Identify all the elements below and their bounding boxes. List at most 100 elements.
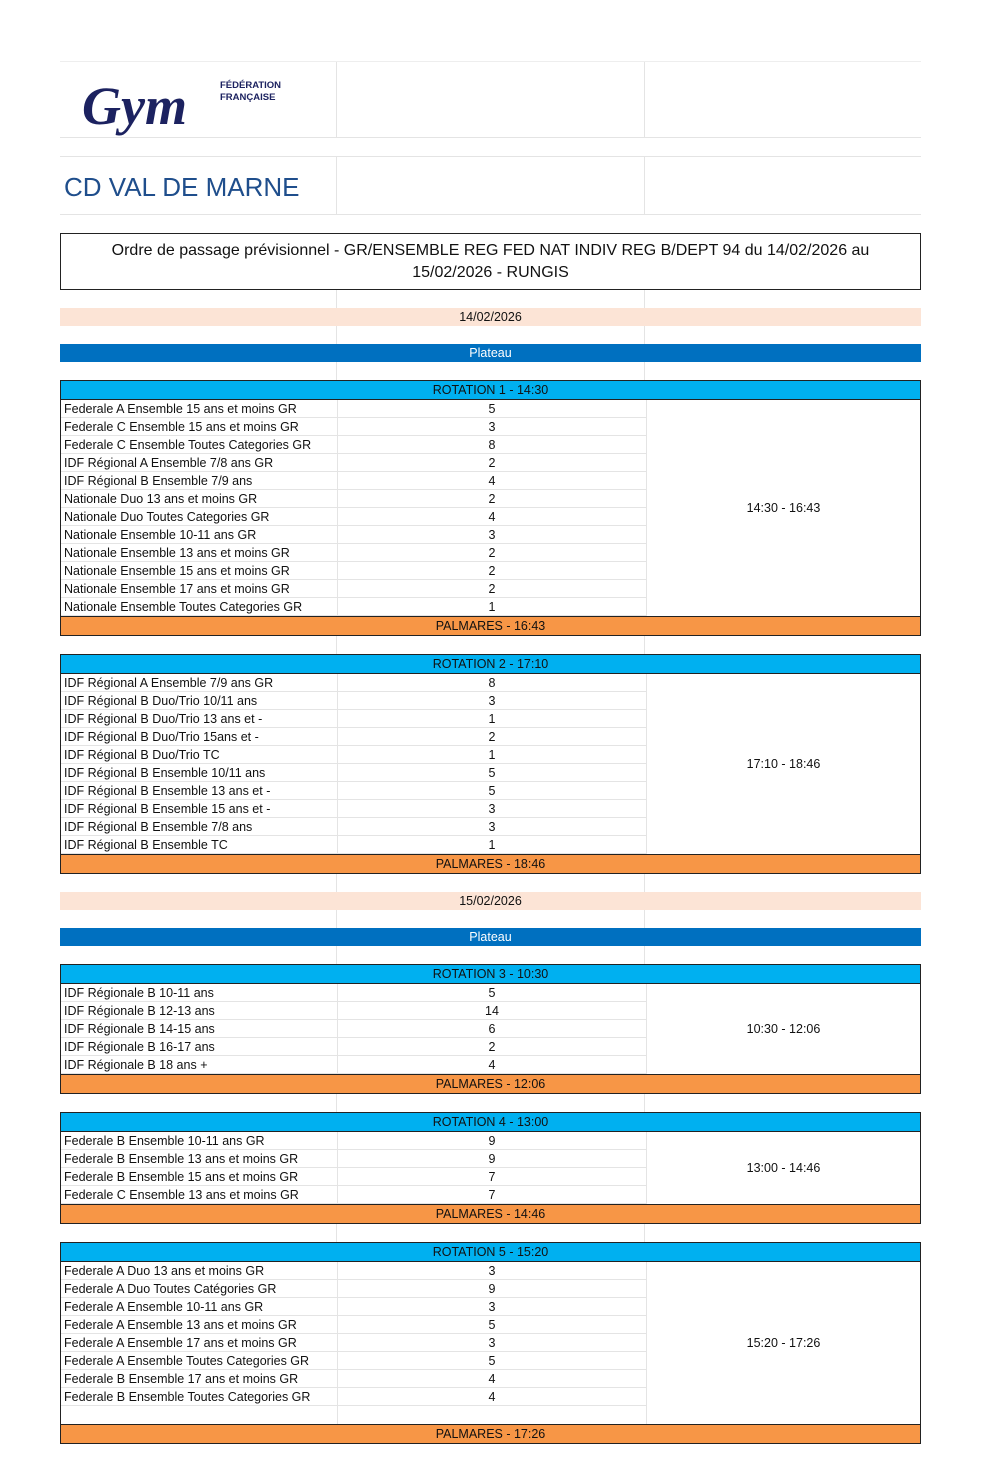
- time-range: 17:10 - 18:46: [646, 674, 920, 854]
- category-name: IDF Régional B Ensemble 15 ans et -: [61, 800, 338, 817]
- schedule-sheet: Gym FÉDÉRATION FRANÇAISE CD VAL DE MARNE…: [60, 61, 921, 1444]
- table-row: Federale B Ensemble 10-11 ans GR 9: [61, 1132, 646, 1150]
- category-name: Federale C Ensemble 15 ans et moins GR: [61, 418, 338, 435]
- participant-count: 5: [488, 1354, 496, 1368]
- table-row: IDF Régional B Duo/Trio 15ans et - 2: [61, 728, 646, 746]
- category-list: Federale B Ensemble 10-11 ans GR 9 Federal…: [61, 1132, 646, 1204]
- category-name: IDF Régionale B 10-11 ans: [61, 984, 338, 1001]
- blank-row: [61, 1406, 646, 1424]
- table-row: Nationale Ensemble 13 ans et moins GR 2: [61, 544, 646, 562]
- category-name: Federale B Ensemble 10-11 ans GR: [61, 1132, 338, 1149]
- participant-count: 3: [488, 1264, 496, 1278]
- table-row: IDF Régional B Duo/Trio TC 1: [61, 746, 646, 764]
- category-name: IDF Régional B Ensemble TC: [61, 836, 338, 853]
- plateau-header: Plateau: [60, 344, 921, 362]
- category-name: Federale C Ensemble 13 ans et moins GR: [61, 1186, 338, 1203]
- participant-count: 3: [488, 694, 496, 708]
- table-row: Nationale Ensemble 15 ans et moins GR 2: [61, 562, 646, 580]
- category-name: Federale A Duo 13 ans et moins GR: [61, 1262, 338, 1279]
- table-row: Federale B Ensemble 15 ans et moins GR 7: [61, 1168, 646, 1186]
- category-name: IDF Régional B Ensemble 13 ans et -: [61, 782, 338, 799]
- participant-count: 2: [488, 456, 496, 470]
- category-name: Nationale Ensemble Toutes Categories GR: [61, 598, 338, 615]
- table-row: IDF Régional B Ensemble 13 ans et - 5: [61, 782, 646, 800]
- category-name: Federale B Ensemble Toutes Categories GR: [61, 1388, 338, 1405]
- rotation-block: ROTATION 4 - 13:00 Federale B Ensemble 10…: [60, 1112, 921, 1204]
- rotation-body: Federale A Duo 13 ans et moins GR 3 Federa…: [61, 1262, 920, 1424]
- table-row: Federale A Ensemble 13 ans et moins GR 5: [61, 1316, 646, 1334]
- table-row: IDF Régional B Duo/Trio 13 ans et - 1: [61, 710, 646, 728]
- table-row: Federale B Ensemble Toutes Categories GR…: [61, 1388, 646, 1406]
- table-row: IDF Régional A Ensemble 7/9 ans GR 8: [61, 674, 646, 692]
- participant-count: 3: [488, 420, 496, 434]
- table-row: IDF Régionale B 16-17 ans 2: [61, 1038, 646, 1056]
- table-row: IDF Régional A Ensemble 7/8 ans GR 2: [61, 454, 646, 472]
- category-list: IDF Régional A Ensemble 7/9 ans GR 8 IDF R…: [61, 674, 646, 854]
- category-name: Federale A Ensemble 10-11 ans GR: [61, 1298, 338, 1315]
- spacer-row: [60, 1224, 921, 1242]
- category-name: Nationale Ensemble 17 ans et moins GR: [61, 580, 338, 597]
- table-row: IDF Régionale B 14-15 ans 6: [61, 1020, 646, 1038]
- date-header: 15/02/2026: [60, 892, 921, 910]
- rotation-block: ROTATION 3 - 10:30 IDF Régionale B 10-11 …: [60, 964, 921, 1074]
- time-range: 10:30 - 12:06: [646, 984, 920, 1074]
- spacer-row: [60, 946, 921, 964]
- palmares-bar: PALMARES - 17:26: [60, 1424, 921, 1444]
- table-row: Federale C Ensemble Toutes Categories GR…: [61, 436, 646, 454]
- plateau-header: Plateau: [60, 928, 921, 946]
- svg-text:Gym: Gym: [82, 76, 187, 136]
- svg-text:FÉDÉRATION: FÉDÉRATION: [220, 80, 281, 91]
- table-row: IDF Régional B Ensemble 7/8 ans 3: [61, 818, 646, 836]
- rotation-header: ROTATION 2 - 17:10: [61, 655, 920, 674]
- category-name: IDF Régional B Duo/Trio 10/11 ans: [61, 692, 338, 709]
- table-row: IDF Régional B Ensemble 10/11 ans 5: [61, 764, 646, 782]
- category-name: Federale A Duo Toutes Catégories GR: [61, 1280, 338, 1297]
- category-name: IDF Régional B Ensemble 7/9 ans: [61, 472, 338, 489]
- participant-count: 3: [488, 820, 496, 834]
- participant-count: 7: [488, 1188, 496, 1202]
- participant-count: 3: [488, 528, 496, 542]
- category-name: Nationale Duo 13 ans et moins GR: [61, 490, 338, 507]
- rotation-body: Federale A Ensemble 15 ans et moins GR 5 F…: [61, 400, 920, 616]
- category-name: Federale B Ensemble 17 ans et moins GR: [61, 1370, 338, 1387]
- spacer-row: [60, 290, 921, 308]
- category-name: IDF Régional B Ensemble 7/8 ans: [61, 818, 338, 835]
- participant-count: 4: [488, 1058, 496, 1072]
- rotation-header: ROTATION 1 - 14:30: [61, 381, 920, 400]
- participant-count: 5: [488, 784, 496, 798]
- category-name: Federale A Ensemble Toutes Categories GR: [61, 1352, 338, 1369]
- time-range: 14:30 - 16:43: [646, 400, 920, 616]
- rotation-block: ROTATION 2 - 17:10 IDF Régional A Ensembl…: [60, 654, 921, 854]
- table-row: Federale A Ensemble 15 ans et moins GR 5: [61, 400, 646, 418]
- category-name: Federale C Ensemble Toutes Categories GR: [61, 436, 338, 453]
- category-name: IDF Régional B Duo/Trio 13 ans et -: [61, 710, 338, 727]
- participant-count: 5: [488, 766, 496, 780]
- category-name: IDF Régionale B 12-13 ans: [61, 1002, 338, 1019]
- participant-count: 3: [488, 802, 496, 816]
- table-row: Nationale Ensemble 10-11 ans GR 3: [61, 526, 646, 544]
- category-name: IDF Régional B Ensemble 10/11 ans: [61, 764, 338, 781]
- rotation-header: ROTATION 5 - 15:20: [61, 1243, 920, 1262]
- spacer-row: [60, 362, 921, 380]
- category-name: IDF Régionale B 18 ans +: [61, 1056, 338, 1073]
- document-title: Ordre de passage prévisionnel - GR/ENSEM…: [60, 233, 921, 290]
- category-name: IDF Régional A Ensemble 7/9 ans GR: [61, 674, 338, 691]
- table-row: Nationale Duo Toutes Categories GR 4: [61, 508, 646, 526]
- svg-text:FRANÇAISE: FRANÇAISE: [220, 92, 275, 103]
- category-list: IDF Régionale B 10-11 ans 5 IDF Régionale …: [61, 984, 646, 1074]
- table-row: IDF Régionale B 18 ans + 4: [61, 1056, 646, 1074]
- rotation-body: IDF Régional A Ensemble 7/9 ans GR 8 IDF R…: [61, 674, 920, 854]
- participant-count: 5: [488, 1318, 496, 1332]
- header-logo-row: Gym FÉDÉRATION FRANÇAISE: [60, 61, 921, 138]
- participant-count: 2: [488, 582, 496, 596]
- palmares-bar: PALMARES - 18:46: [60, 854, 921, 874]
- time-range: 15:20 - 17:26: [646, 1262, 920, 1424]
- table-row: Federale A Duo Toutes Catégories GR 9: [61, 1280, 646, 1298]
- participant-count: 8: [488, 438, 496, 452]
- category-list: Federale A Ensemble 15 ans et moins GR 5 F…: [61, 400, 646, 616]
- rotation-header: ROTATION 4 - 13:00: [61, 1113, 920, 1132]
- participant-count: 9: [488, 1282, 496, 1296]
- table-row: Federale A Ensemble 17 ans et moins GR 3: [61, 1334, 646, 1352]
- spacer-row: [60, 636, 921, 654]
- rotation-body: IDF Régionale B 10-11 ans 5 IDF Régionale …: [61, 984, 920, 1074]
